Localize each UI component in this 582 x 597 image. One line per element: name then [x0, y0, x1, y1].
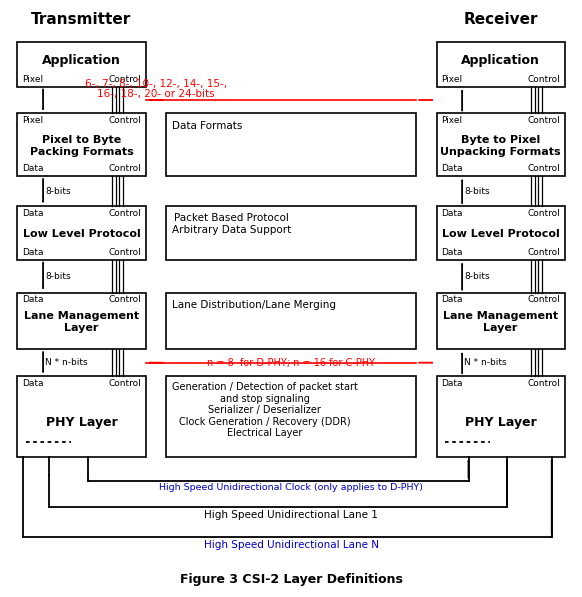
Text: Figure 3 CSI-2 Layer Definitions: Figure 3 CSI-2 Layer Definitions [180, 573, 402, 586]
Text: Pixel: Pixel [22, 75, 43, 84]
Text: Data: Data [441, 164, 463, 173]
FancyBboxPatch shape [17, 376, 146, 457]
Text: Data: Data [22, 248, 44, 257]
Text: Control: Control [527, 296, 560, 304]
Text: 8-bits: 8-bits [45, 186, 71, 196]
Text: Pixel: Pixel [441, 116, 462, 125]
Text: Low Level Protocol: Low Level Protocol [23, 229, 140, 239]
Text: N * n-bits: N * n-bits [464, 358, 507, 367]
Text: PHY Layer: PHY Layer [45, 416, 118, 429]
Text: Data: Data [441, 209, 463, 218]
Text: 6-, 7-, 8-, 10-, 12-, 14-, 15-,: 6-, 7-, 8-, 10-, 12-, 14-, 15-, [84, 79, 227, 89]
Text: PHY Layer: PHY Layer [464, 416, 537, 429]
Text: Pixel: Pixel [441, 75, 462, 84]
Text: Control: Control [527, 209, 560, 218]
FancyBboxPatch shape [436, 42, 565, 87]
FancyBboxPatch shape [166, 376, 416, 457]
FancyBboxPatch shape [166, 293, 416, 349]
FancyBboxPatch shape [166, 206, 416, 260]
Text: Application: Application [42, 54, 121, 67]
Text: Pixel to Byte
Packing Formats: Pixel to Byte Packing Formats [30, 136, 133, 157]
Text: 8-bits: 8-bits [464, 186, 490, 196]
FancyBboxPatch shape [436, 206, 565, 260]
FancyBboxPatch shape [17, 293, 146, 349]
Text: Packet Based Protocol
Arbitrary Data Support: Packet Based Protocol Arbitrary Data Sup… [172, 213, 291, 235]
Text: Control: Control [108, 379, 141, 388]
Text: Lane Management
Layer: Lane Management Layer [24, 311, 139, 333]
Text: Control: Control [527, 379, 560, 388]
Text: 8-bits: 8-bits [464, 272, 490, 281]
Text: Data Formats: Data Formats [172, 121, 242, 131]
Text: Transmitter: Transmitter [31, 11, 132, 27]
Text: Generation / Detection of packet start
and stop signaling
Serializer / Deseriali: Generation / Detection of packet start a… [172, 382, 357, 438]
Text: Receiver: Receiver [463, 11, 538, 27]
Text: Application: Application [461, 54, 540, 67]
FancyBboxPatch shape [436, 376, 565, 457]
Text: 16-, 18-, 20- or 24-bits: 16-, 18-, 20- or 24-bits [97, 89, 215, 99]
Text: N * n-bits: N * n-bits [45, 358, 88, 367]
Text: Low Level Protocol: Low Level Protocol [442, 229, 559, 239]
Text: Pixel: Pixel [22, 116, 43, 125]
Text: Data: Data [441, 296, 463, 304]
Text: Control: Control [527, 116, 560, 125]
Text: Control: Control [108, 75, 141, 84]
Text: High Speed Unidirectional Lane 1: High Speed Unidirectional Lane 1 [204, 510, 378, 520]
Text: 8-bits: 8-bits [45, 272, 71, 281]
Text: Data: Data [441, 248, 463, 257]
Text: Control: Control [108, 248, 141, 257]
Text: Data: Data [441, 379, 463, 388]
Text: High Speed Unidirectional Lane N: High Speed Unidirectional Lane N [204, 540, 378, 550]
Text: Control: Control [108, 296, 141, 304]
Text: Control: Control [527, 248, 560, 257]
FancyBboxPatch shape [17, 113, 146, 176]
Text: n = 8  for D-PHY; n = 16 for C-PHY: n = 8 for D-PHY; n = 16 for C-PHY [207, 358, 375, 368]
Text: Data: Data [22, 209, 44, 218]
FancyBboxPatch shape [436, 113, 565, 176]
Text: Byte to Pixel
Unpacking Formats: Byte to Pixel Unpacking Formats [440, 136, 561, 157]
Text: Control: Control [527, 75, 560, 84]
Text: Control: Control [527, 164, 560, 173]
Text: Data: Data [22, 379, 44, 388]
FancyBboxPatch shape [436, 293, 565, 349]
Text: Control: Control [108, 164, 141, 173]
FancyBboxPatch shape [17, 206, 146, 260]
Text: Data: Data [22, 296, 44, 304]
Text: Control: Control [108, 116, 141, 125]
Text: Control: Control [108, 209, 141, 218]
Text: High Speed Unidirectional Clock (only applies to D-PHY): High Speed Unidirectional Clock (only ap… [159, 483, 423, 492]
Text: Data: Data [22, 164, 44, 173]
FancyBboxPatch shape [17, 42, 146, 87]
Text: Lane Management
Layer: Lane Management Layer [443, 311, 558, 333]
Text: Lane Distribution/Lane Merging: Lane Distribution/Lane Merging [172, 300, 336, 310]
FancyBboxPatch shape [166, 113, 416, 176]
